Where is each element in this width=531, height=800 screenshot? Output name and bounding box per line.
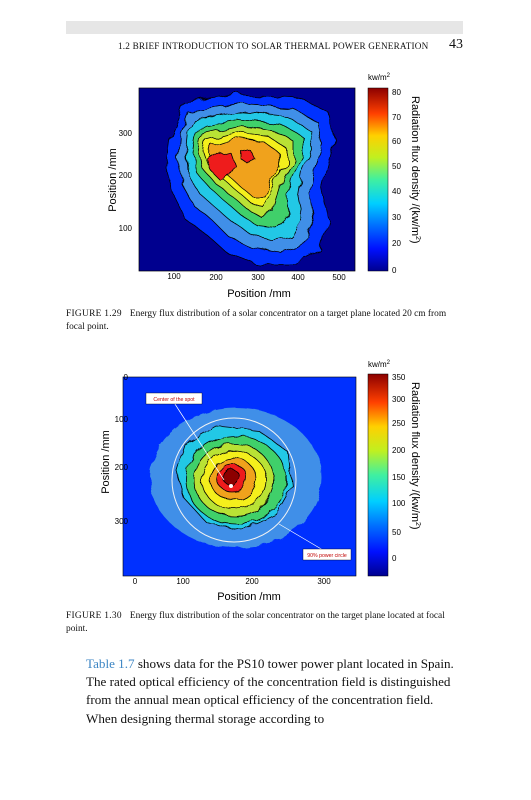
colorbar-label-text: Radiation flux density /(kw/m xyxy=(409,96,421,236)
x-axis-label: Position /mm xyxy=(227,288,291,300)
colorbar-tick: 50 xyxy=(392,528,401,537)
flux-map-2: Center of the spot 90% power circle xyxy=(122,376,357,577)
figure-1-29-caption: FIGURE 1.29 Energy flux distribution of a… xyxy=(66,308,464,333)
y-tick-label: 100 xyxy=(115,415,129,424)
unit-text: kw/m xyxy=(368,73,387,82)
unit-exponent: 2 xyxy=(387,360,391,366)
colorbar-tick: 40 xyxy=(392,187,401,196)
colorbar-label-text: Radiation flux density /(kw/m xyxy=(409,382,421,522)
plot-frame xyxy=(122,376,357,577)
colorbar-tick: 200 xyxy=(392,446,406,455)
x-tick-label: 300 xyxy=(251,273,265,282)
colorbar-label-close: ) xyxy=(409,240,421,244)
x-tick-label: 100 xyxy=(167,272,181,281)
circle-annotation-line xyxy=(278,523,329,554)
flux-map-1 xyxy=(138,87,356,272)
y-axis-label: Position /mm xyxy=(100,430,112,494)
colorbar-label-exponent: 2 xyxy=(414,236,421,240)
colorbar-label-close: ) xyxy=(409,526,421,530)
colorbar-tick: 0 xyxy=(392,266,397,275)
page-number: 43 xyxy=(449,37,463,52)
y-tick-label: 200 xyxy=(119,171,133,180)
colorbar-tick: 20 xyxy=(392,239,401,248)
colorbar-2 xyxy=(367,373,389,577)
colorbar-tick: 0 xyxy=(392,554,397,563)
colorbar-tick: 80 xyxy=(392,88,401,97)
y-tick-label: 200 xyxy=(115,463,129,472)
x-tick-label: 500 xyxy=(332,273,346,282)
unit-label: kw/m2 xyxy=(368,360,391,369)
spot-center-marker xyxy=(229,484,233,488)
caption-text: Energy flux distribution of the solar co… xyxy=(66,611,445,634)
x-tick-label: 200 xyxy=(209,273,223,282)
figure-1-30: Center of the spot 90% power circle 0 10… xyxy=(100,360,421,603)
x-tick-label: 400 xyxy=(291,273,305,282)
center-annotation-line xyxy=(172,400,225,481)
colorbar-tick: 350 xyxy=(392,373,406,382)
colorbar-label-exponent: 2 xyxy=(414,522,421,526)
colorbar-1 xyxy=(367,87,389,272)
contour-level-8 xyxy=(222,468,240,486)
colorbar-tick: 100 xyxy=(392,499,406,508)
caption-label: FIGURE 1.29 xyxy=(66,309,122,319)
figure-1-29: 300 200 100 100 200 300 400 500 Position… xyxy=(107,73,421,300)
body-paragraph: Table 1.7 shows data for the PS10 tower … xyxy=(86,655,456,728)
center-annotation-text: Center of the spot xyxy=(153,397,195,403)
colorbar-tick: 300 xyxy=(392,395,406,404)
circle-annotation-box xyxy=(302,548,352,561)
y-tick-label: 0 xyxy=(124,373,129,382)
caption-label: FIGURE 1.30 xyxy=(66,611,122,621)
page-header: 1.2 BRIEF INTRODUCTION TO SOLAR THERMAL … xyxy=(0,37,531,54)
contour-level-8b xyxy=(241,149,255,165)
x-tick-label: 200 xyxy=(245,577,259,586)
x-tick-label: 0 xyxy=(133,577,138,586)
center-annotation-box xyxy=(145,392,203,405)
x-tick-label: 100 xyxy=(176,577,190,586)
colorbar-tick: 30 xyxy=(392,213,401,222)
power-circle xyxy=(171,417,297,543)
y-tick-label: 100 xyxy=(119,224,133,233)
colorbar-tick: 50 xyxy=(392,162,401,171)
y-tick-label: 300 xyxy=(119,129,133,138)
y-axis-label: Position /mm xyxy=(107,148,119,212)
colorbar-tick: 70 xyxy=(392,113,401,122)
contour-level-8 xyxy=(207,151,237,181)
caption-text: Energy flux distribution of a solar conc… xyxy=(66,309,447,332)
table-reference-link[interactable]: Table 1.7 xyxy=(86,656,135,671)
unit-text: kw/m xyxy=(368,360,387,369)
unit-label: kw/m2 xyxy=(368,73,391,82)
circle-annotation-text: 90% power circle xyxy=(307,553,347,559)
figure-1-30-caption: FIGURE 1.30 Energy flux distribution of t… xyxy=(66,610,464,635)
colorbar-tick: 250 xyxy=(392,419,406,428)
y-tick-label: 300 xyxy=(115,517,129,526)
page-top-bar xyxy=(66,21,463,34)
unit-exponent: 2 xyxy=(387,73,391,79)
colorbar-tick: 150 xyxy=(392,473,406,482)
running-head: 1.2 BRIEF INTRODUCTION TO SOLAR THERMAL … xyxy=(118,41,429,51)
colorbar-tick: 60 xyxy=(392,137,401,146)
colorbar-label: Radiation flux density /(kw/m2) xyxy=(409,96,421,244)
colorbar-label: Radiation flux density /(kw/m2) xyxy=(409,382,421,530)
x-axis-label: Position /mm xyxy=(217,591,281,603)
paragraph-text: shows data for the PS10 tower power plan… xyxy=(86,656,454,726)
x-tick-label: 300 xyxy=(317,577,331,586)
plot-frame xyxy=(138,87,356,272)
